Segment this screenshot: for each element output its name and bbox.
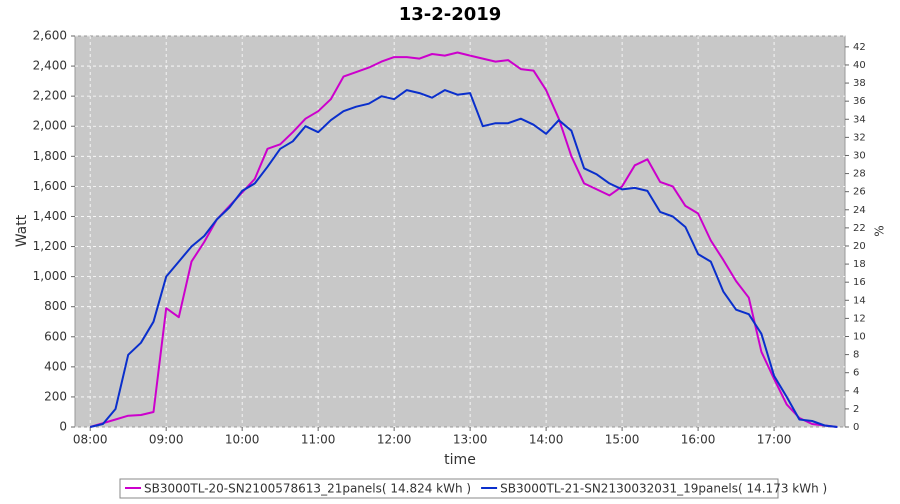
- y2-tick-label: 2: [853, 404, 859, 415]
- y2-axis-label: %: [873, 225, 887, 236]
- y-tick-label: 600: [44, 329, 67, 343]
- y-tick-label: 0: [59, 420, 67, 434]
- x-tick-label: 12:00: [377, 433, 412, 447]
- y2-tick-label: 34: [853, 114, 866, 125]
- x-tick-label: 09:00: [149, 433, 184, 447]
- y-tick-label: 2,200: [33, 89, 67, 103]
- y2-tick-label: 38: [853, 78, 866, 89]
- series-line: [89, 89, 838, 428]
- y-tick-label: 2,000: [33, 119, 67, 133]
- y2-tick-label: 8: [853, 350, 859, 361]
- legend-label: SB3000TL-21-SN2130032031_19panels( 14.17…: [500, 482, 827, 496]
- plot-area: [74, 35, 846, 428]
- y2-tick-label: 36: [853, 96, 866, 107]
- y-axis-label: Watt: [14, 214, 30, 247]
- y-tick-label: 1,000: [33, 269, 67, 283]
- y2-tick-label: 10: [853, 331, 866, 342]
- x-tick-label: 16:00: [681, 433, 716, 447]
- x-tick-label: 17:00: [757, 433, 792, 447]
- y-tick-label: 400: [44, 359, 67, 373]
- y-tick-label: 1,800: [33, 149, 67, 163]
- y2-tick-label: 16: [853, 277, 866, 288]
- y2-tick-label: 40: [853, 60, 866, 71]
- y-tick-label: 2,400: [33, 59, 67, 73]
- x-tick-label: 15:00: [605, 433, 640, 447]
- y2-tick-label: 24: [853, 205, 866, 216]
- y-tick-label: 200: [44, 389, 67, 403]
- y2-tick-label: 42: [853, 42, 866, 53]
- y2-tick-label: 12: [853, 313, 866, 324]
- legend-label: SB3000TL-20-SN2100578613_21panels( 14.82…: [144, 482, 471, 496]
- y2-tick-label: 28: [853, 169, 866, 180]
- y-tick-label: 1,200: [33, 239, 67, 253]
- y2-tick-label: 6: [853, 368, 859, 379]
- y2-tick-label: 26: [853, 187, 866, 198]
- y2-tick-label: 18: [853, 259, 866, 270]
- y2-tick-label: 20: [853, 241, 866, 252]
- y2-tick-label: 14: [853, 295, 866, 306]
- chart-title: 13-2-2019: [399, 4, 502, 25]
- y2-tick-label: 0: [853, 422, 859, 433]
- y2-tick-label: 32: [853, 132, 866, 143]
- y-tick-label: 800: [44, 299, 67, 313]
- y-tick-label: 2,600: [33, 29, 67, 43]
- x-tick-label: 11:00: [301, 433, 336, 447]
- x-tick-label: 13:00: [453, 433, 488, 447]
- y-tick-label: 1,600: [33, 179, 67, 193]
- x-tick-label: 10:00: [225, 433, 260, 447]
- x-axis-label: time: [444, 452, 476, 468]
- y2-tick-label: 30: [853, 150, 866, 161]
- y-tick-label: 1,400: [33, 209, 67, 223]
- x-tick-label: 14:00: [529, 433, 564, 447]
- legend: [119, 478, 779, 499]
- y2-tick-label: 4: [853, 386, 859, 397]
- x-tick-label: 08:00: [73, 433, 108, 447]
- y2-tick-label: 22: [853, 223, 866, 234]
